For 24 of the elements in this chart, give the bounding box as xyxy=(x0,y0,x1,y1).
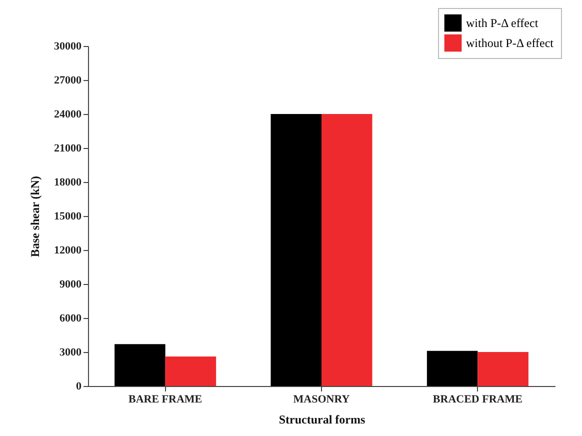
y-tick-label: 21000 xyxy=(54,142,82,154)
bar xyxy=(114,344,166,386)
y-axis-title: Base shear (kN) xyxy=(28,176,42,258)
bar xyxy=(270,114,322,386)
bar xyxy=(426,350,478,386)
y-tick-label: 6000 xyxy=(60,312,82,324)
y-tick-label: 9000 xyxy=(60,278,82,290)
y-tick-label: 15000 xyxy=(54,210,82,222)
bar xyxy=(165,356,216,386)
x-axis-title: Structural forms xyxy=(278,412,366,426)
x-tick-label: BARE FRAME xyxy=(128,394,202,406)
y-tick-label: 27000 xyxy=(54,74,82,86)
legend-label: with P-Δ effect xyxy=(466,16,539,30)
x-tick-label: MASONRY xyxy=(293,394,350,406)
y-tick-label: 24000 xyxy=(54,108,82,120)
bar xyxy=(322,114,372,386)
y-tick-label: 18000 xyxy=(54,176,82,188)
y-tick-label: 0 xyxy=(76,380,82,392)
y-tick-label: 12000 xyxy=(54,244,82,256)
legend-label: without P-Δ effect xyxy=(466,36,554,50)
bar xyxy=(478,352,528,386)
x-tick-label: BRACED FRAME xyxy=(432,394,522,406)
y-tick-label: 3000 xyxy=(60,346,82,358)
y-tick-label: 30000 xyxy=(54,40,82,52)
